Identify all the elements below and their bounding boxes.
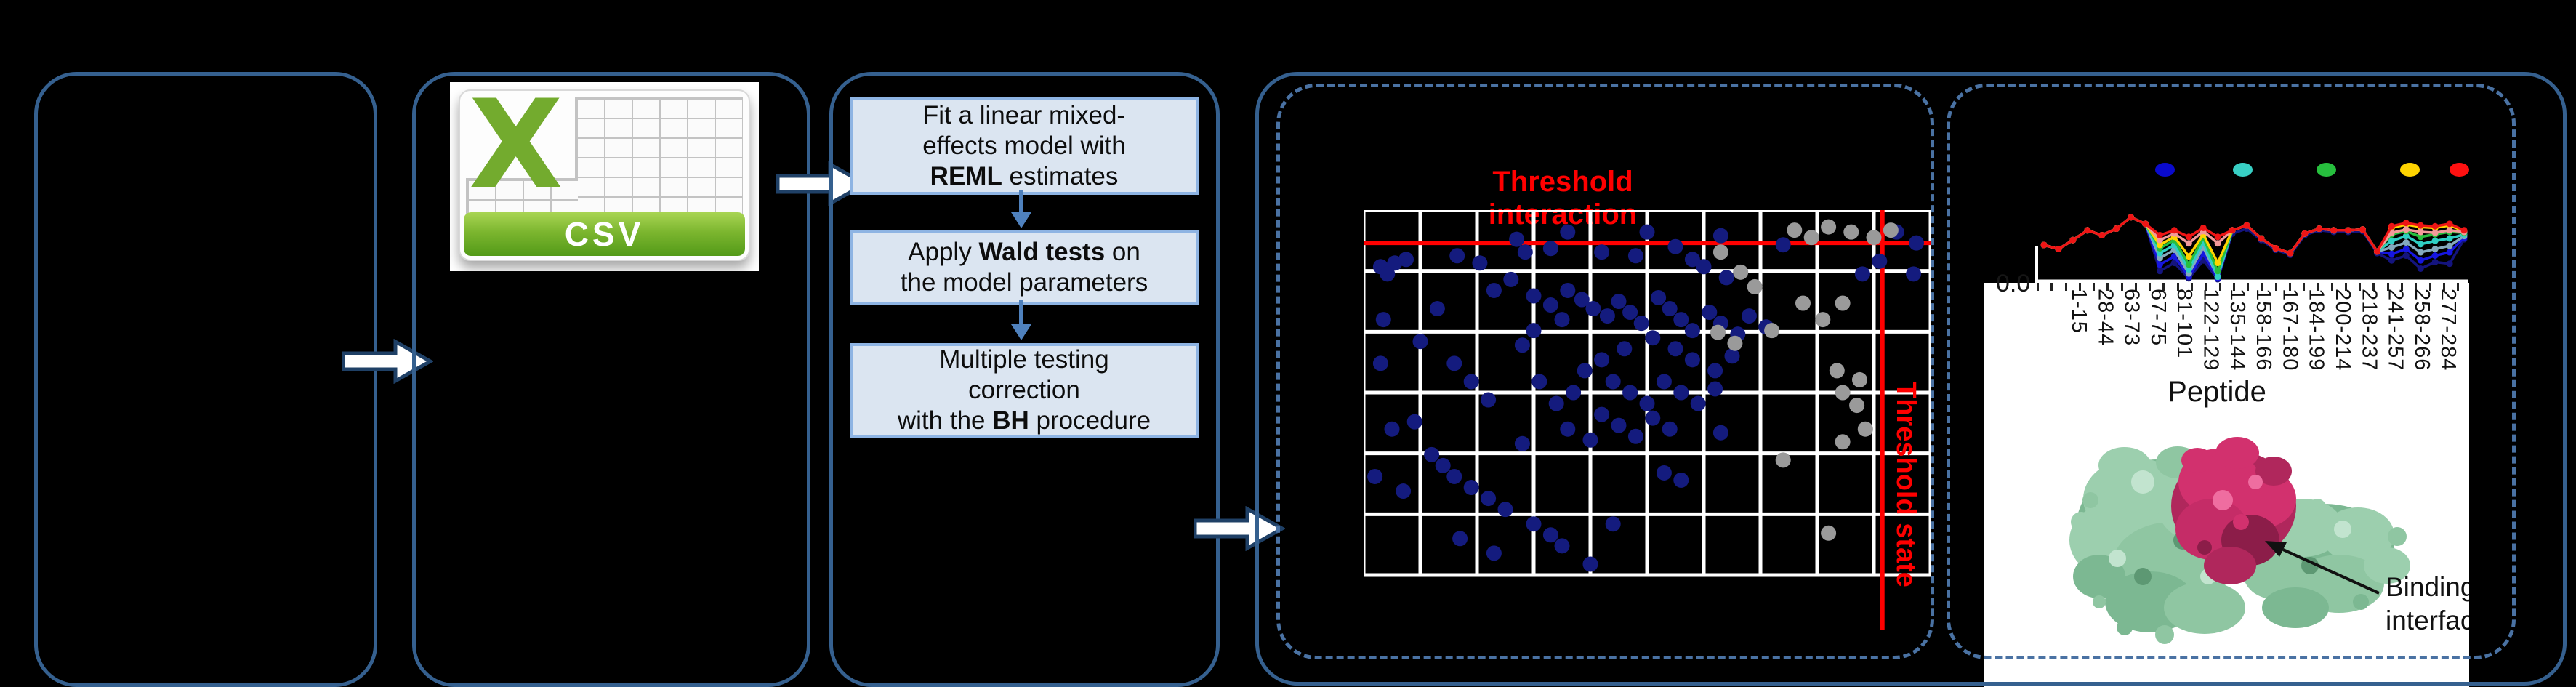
x-axis-label: 218-237 xyxy=(2357,289,2381,371)
x-axis-label: 122-129 xyxy=(2199,289,2223,371)
axis-tick xyxy=(2078,283,2081,291)
x-axis-label: 184-199 xyxy=(2304,289,2328,371)
x-axis-label: 28-44 xyxy=(2093,289,2117,347)
axis-tick xyxy=(2037,283,2039,291)
binding-interface-label: Binding interface xyxy=(2386,572,2469,636)
legend-dot-icon xyxy=(2233,163,2253,177)
axis-tick xyxy=(2303,283,2306,291)
scatter-title: Threshold interaction xyxy=(1488,166,1638,230)
axis-tick xyxy=(2134,283,2137,291)
x-axis-label: 167-180 xyxy=(2278,289,2302,371)
axis-tick xyxy=(2218,283,2221,291)
threshold-state-label: Threshold state xyxy=(1891,382,1921,587)
protein-structure-image xyxy=(2069,437,2410,644)
x-axis-label: 200-214 xyxy=(2331,289,2354,371)
legend-dot-icon xyxy=(2155,163,2175,177)
binding-arrow-icon xyxy=(2282,548,2380,595)
scatter-plot xyxy=(1364,210,1931,630)
axis-tick xyxy=(2247,283,2250,291)
x-axis-label: 63-73 xyxy=(2120,289,2144,347)
excel-x-icon: X xyxy=(469,73,563,216)
panel-csv xyxy=(412,72,810,687)
x-axis-title: Peptide xyxy=(2168,376,2266,408)
binding-arrowhead-icon xyxy=(2265,541,2287,557)
x-axis-label: 241-257 xyxy=(2383,289,2407,371)
x-axis-label: 158-166 xyxy=(2252,289,2276,371)
legend-dot-icon xyxy=(2450,163,2469,177)
x-axis-label: 81-101 xyxy=(2173,289,2197,359)
axis-tick xyxy=(2372,283,2375,291)
axis-tick xyxy=(2274,283,2277,291)
axis-tick xyxy=(2050,283,2053,291)
csv-file-icon: X CSV xyxy=(450,73,759,271)
axis-tick xyxy=(2093,283,2096,291)
legend-dot-icon xyxy=(2400,163,2420,177)
axis-tick xyxy=(2317,283,2319,291)
step-wald-tests: Apply Wald tests on the model parameters xyxy=(850,230,1199,305)
uptake-line-chart xyxy=(2035,214,2468,284)
panel-scatter-result xyxy=(1276,84,1934,659)
axis-tick xyxy=(2401,283,2404,291)
axis-tick xyxy=(2428,283,2431,291)
axis-tick xyxy=(2442,283,2445,291)
arrow-down-icon xyxy=(1011,190,1031,228)
arrow-right-icon xyxy=(1194,506,1285,551)
axis-tick xyxy=(2106,283,2109,291)
axis-tick xyxy=(2288,283,2291,291)
axis-tick xyxy=(2205,283,2207,291)
axis-tick xyxy=(2344,283,2347,291)
panel-model-workflow xyxy=(829,72,1220,687)
x-axis-label: 1-15 xyxy=(2067,289,2090,334)
axis-tick xyxy=(2415,283,2418,291)
axis-tick xyxy=(2457,283,2460,291)
spreadsheet-grid-icon xyxy=(575,97,743,220)
axis-tick xyxy=(2149,283,2152,291)
x-axis-label: 258-266 xyxy=(2410,289,2434,371)
peptide-image-block: 1-15 28-44 63-73 67-75 81-101 122-129 135-144 1… xyxy=(1984,283,2469,687)
step-fit-model: Fit a linear mixed-effects model with REM… xyxy=(850,97,1199,195)
axis-tick xyxy=(2232,283,2235,291)
panel-peptide-result xyxy=(1947,84,2516,659)
panel-input xyxy=(34,72,377,687)
axis-tick xyxy=(2359,283,2362,291)
axis-tick xyxy=(2120,283,2123,291)
csv-banner-label: CSV xyxy=(464,212,745,256)
axis-tick xyxy=(2064,283,2067,291)
axis-tick xyxy=(2190,283,2193,291)
axis-tick xyxy=(2176,283,2179,291)
step-multiple-testing: Multiple testing correction with the BH pr… xyxy=(850,343,1199,438)
x-axis-label: 135-144 xyxy=(2225,289,2249,371)
x-axis-label: 277-284 xyxy=(2436,289,2460,371)
x-axis-label: 67-75 xyxy=(2146,289,2170,347)
csv-card: X CSV xyxy=(459,73,750,261)
axis-tick xyxy=(2330,283,2333,291)
axis-tick xyxy=(2386,283,2389,291)
y-axis-tick-label: 0.0 xyxy=(1996,270,2031,297)
axis-tick xyxy=(2162,283,2165,291)
legend-dot-icon xyxy=(2317,163,2336,177)
arrow-down-icon xyxy=(1011,300,1031,340)
axis-tick xyxy=(2261,283,2263,291)
